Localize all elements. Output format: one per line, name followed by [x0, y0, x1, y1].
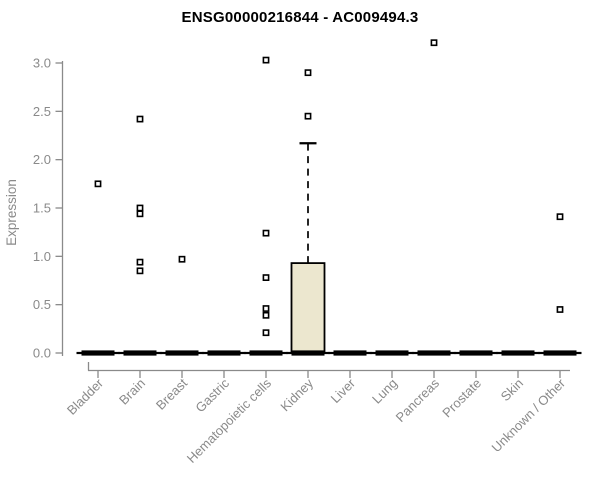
outlier-point — [262, 56, 270, 64]
outlier-point — [430, 39, 438, 47]
median-bar — [249, 350, 283, 356]
outlier-point — [262, 274, 270, 281]
outlier-point — [262, 329, 270, 337]
x-category-label: Brain — [116, 376, 148, 408]
y-tick-label: 3.0 — [33, 56, 51, 71]
x-category-label: Breast — [153, 375, 190, 412]
median-bar — [501, 350, 535, 356]
outlier-point — [136, 210, 144, 218]
outlier-point — [262, 311, 270, 319]
median-bar — [417, 350, 451, 356]
y-tick-label: 2.5 — [33, 104, 51, 119]
outlier-point — [136, 115, 144, 123]
x-category-label: Kidney — [277, 375, 316, 414]
x-category-label: Gastric — [192, 375, 232, 415]
outlier-point — [262, 229, 270, 237]
outlier-point — [262, 305, 270, 312]
median-bar — [81, 350, 115, 356]
median-bar — [165, 350, 199, 356]
median-bar — [543, 350, 577, 356]
outlier-point — [94, 180, 102, 188]
outlier-point — [304, 69, 312, 77]
median-bar — [375, 350, 409, 356]
x-category-label: Liver — [328, 375, 359, 406]
median-bar — [459, 350, 493, 356]
y-tick-label: 1.5 — [33, 201, 51, 216]
x-category-label: Bladder — [64, 375, 107, 418]
box — [290, 262, 326, 354]
x-category-label: Prostate — [439, 376, 484, 421]
x-category-label: Skin — [498, 376, 526, 404]
outlier-point — [136, 204, 144, 212]
median-bar — [291, 350, 325, 356]
outlier-point — [136, 267, 144, 275]
y-tick-label: 2.0 — [33, 152, 51, 167]
chart-title: ENSG00000216844 - AC009494.3 — [181, 9, 419, 26]
outlier-point — [304, 112, 312, 120]
x-category-label: Unknown / Other — [489, 375, 569, 455]
median-bar — [123, 350, 157, 356]
y-tick-label: 0.5 — [33, 297, 51, 312]
outlier-point — [136, 258, 144, 266]
median-bar — [207, 350, 241, 356]
y-tick-label: 1.0 — [33, 249, 51, 264]
y-tick-label: 0.0 — [33, 346, 51, 361]
x-category-label: Pancreas — [393, 375, 443, 425]
outlier-point — [178, 255, 186, 263]
x-category-label: Lung — [369, 376, 400, 407]
outlier-point — [556, 213, 564, 221]
outlier-point — [556, 306, 564, 313]
median-bar — [333, 350, 367, 356]
